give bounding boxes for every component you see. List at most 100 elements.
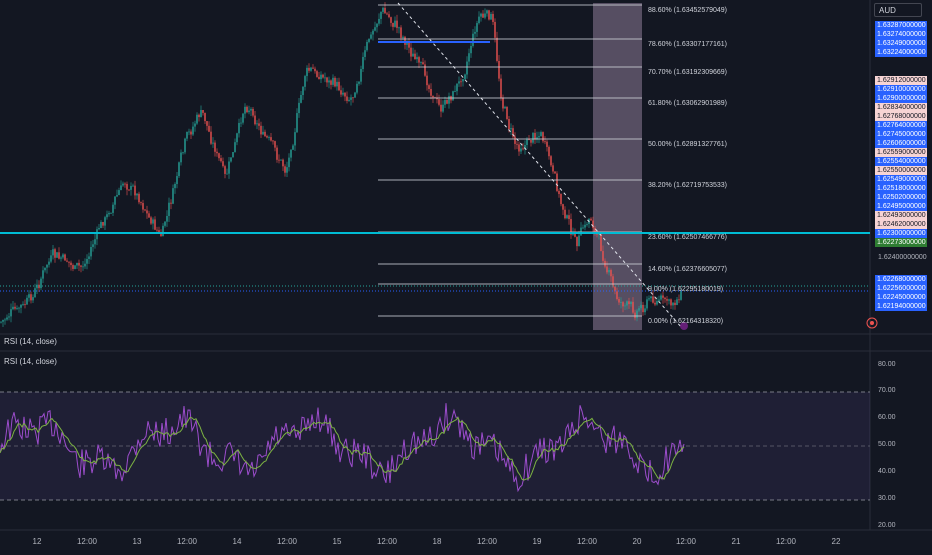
candle-body xyxy=(50,255,52,262)
scroll-marker-icon[interactable] xyxy=(866,317,878,329)
candle-body xyxy=(622,302,624,307)
candle-body xyxy=(528,139,530,141)
candle-body xyxy=(384,7,386,14)
candle-body xyxy=(198,114,200,118)
candle-body xyxy=(132,185,134,187)
price-tag: 1.62245000000 xyxy=(875,293,927,302)
candle-body xyxy=(342,92,344,95)
price-tag: 1.62900000000 xyxy=(875,94,927,103)
price-tag: 1.63249000000 xyxy=(875,39,927,48)
candle-body xyxy=(344,92,346,97)
candle-body xyxy=(318,76,320,80)
candle-body xyxy=(416,57,418,60)
candle-body xyxy=(182,152,184,154)
candle-body xyxy=(500,78,502,98)
candle-body xyxy=(426,75,428,86)
candle-body xyxy=(164,221,166,226)
alert-marker[interactable] xyxy=(680,322,688,330)
fibonacci-retracement[interactable] xyxy=(378,4,642,317)
candle-body xyxy=(14,306,16,309)
candle-body xyxy=(632,301,634,313)
candle-body xyxy=(484,13,486,18)
candle-body xyxy=(130,185,132,190)
candle-body xyxy=(292,145,294,150)
candle-body xyxy=(504,106,506,109)
time-axis-label: 21 xyxy=(731,537,741,546)
candle-body xyxy=(666,299,668,301)
candle-body xyxy=(358,81,360,84)
candle-body xyxy=(176,176,178,185)
price-tag: 1.63274000000 xyxy=(875,30,927,39)
candle-body xyxy=(20,304,22,308)
fib-level-label: 38.20% (1.62719753533) xyxy=(648,182,728,189)
candle-body xyxy=(16,308,18,309)
candle-body xyxy=(678,299,680,301)
price-tag: 1.62273000000 xyxy=(875,238,927,247)
candle-body xyxy=(192,126,194,135)
candle-body xyxy=(636,310,638,319)
candle-body xyxy=(174,184,176,189)
time-axis-label: 12:00 xyxy=(675,537,697,546)
price-tag: 1.62462000000 xyxy=(875,220,927,229)
candle-body xyxy=(30,294,32,301)
candle-body xyxy=(480,13,482,17)
candle-body xyxy=(256,123,258,125)
candle-body xyxy=(550,156,552,166)
candle-body xyxy=(92,244,94,247)
price-tag: 1.63224000000 xyxy=(875,48,927,57)
candle-body xyxy=(644,308,646,313)
candle-body xyxy=(520,148,522,152)
candle-body xyxy=(672,302,674,306)
candle-body xyxy=(154,219,156,230)
candle-body xyxy=(594,228,596,232)
candle-body xyxy=(668,299,670,301)
price-tag: 1.62518000000 xyxy=(875,184,927,193)
candle-body xyxy=(460,81,462,83)
time-axis-label: 19 xyxy=(532,537,542,546)
candle-body xyxy=(466,61,468,75)
highlight-zone[interactable] xyxy=(593,3,642,330)
candle-body xyxy=(310,67,312,71)
candle-body xyxy=(516,143,518,145)
candle-body xyxy=(510,128,512,130)
currency-label[interactable]: AUD xyxy=(874,3,922,17)
rsi-pane-title[interactable]: RSI (14, close) xyxy=(4,337,57,346)
candle-body xyxy=(618,299,620,303)
candle-body xyxy=(232,152,234,158)
candle-body xyxy=(122,183,124,186)
candle-body xyxy=(324,77,326,79)
candle-body xyxy=(180,152,182,163)
candle-body xyxy=(212,142,214,144)
rsi-indicator-legend[interactable]: RSI (14, close) xyxy=(4,357,57,366)
candle-body xyxy=(652,296,654,303)
candle-body xyxy=(546,141,548,147)
candle-body xyxy=(124,183,126,185)
candle-body xyxy=(538,136,540,138)
candle-body xyxy=(648,298,650,300)
candle-body xyxy=(284,166,286,173)
candle-body xyxy=(146,210,148,214)
candle-body xyxy=(90,246,92,257)
candle-body xyxy=(234,142,236,153)
candle-body xyxy=(414,53,416,60)
candle-body xyxy=(270,137,272,141)
candle-body xyxy=(302,86,304,96)
candle-body xyxy=(216,151,218,154)
candle-body xyxy=(140,202,142,204)
candle-body xyxy=(248,110,250,113)
candle-body xyxy=(268,137,270,138)
candle-body xyxy=(614,286,616,292)
candle-body xyxy=(518,144,520,152)
candle-body xyxy=(306,67,308,77)
candle-body xyxy=(0,321,2,323)
candle-body xyxy=(42,270,44,279)
candle-body xyxy=(430,88,432,96)
candle-body xyxy=(260,125,262,135)
candle-body xyxy=(496,37,498,61)
candle-body xyxy=(532,132,534,143)
candle-body xyxy=(418,57,420,63)
fib-level-label: 14.60% (1.62376605077) xyxy=(648,266,728,273)
candle-body xyxy=(66,260,68,262)
